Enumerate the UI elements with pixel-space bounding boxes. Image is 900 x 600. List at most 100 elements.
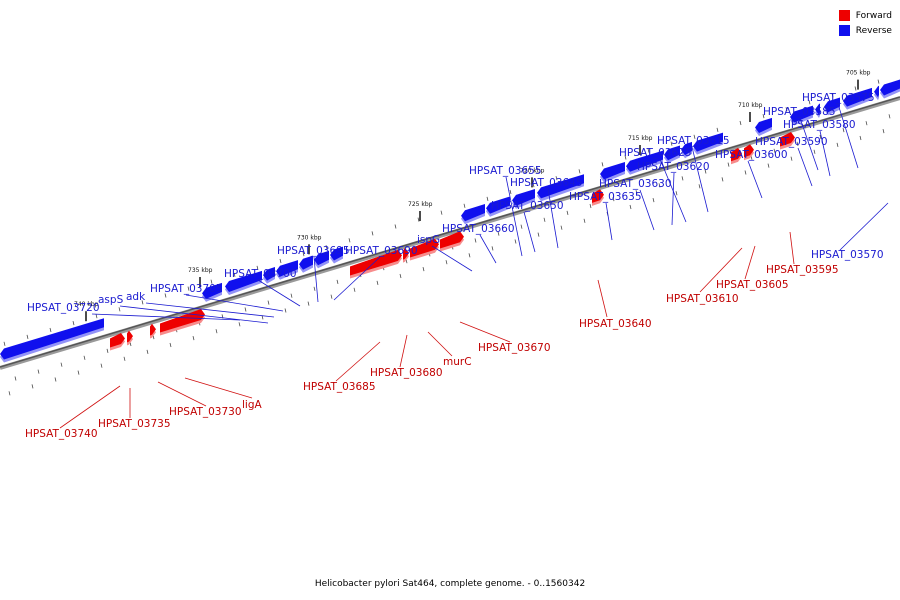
track-dash [739, 120, 742, 126]
gene-label: aspS [98, 294, 124, 306]
forward-gene [127, 330, 133, 343]
reverse-gene [755, 117, 772, 133]
track-dash [118, 307, 121, 312]
track-dash [330, 294, 333, 299]
track-dash [888, 114, 891, 119]
gene-label: HPSAT_03585 [763, 106, 836, 118]
track-dash [790, 156, 793, 161]
gene-leader-line [157, 381, 207, 407]
track-dash [187, 286, 190, 291]
track-dash [376, 280, 379, 285]
reverse-gene [626, 150, 663, 172]
scale-tick-label: 705 kbp [846, 70, 871, 77]
gene-label: HPSAT_03660 [442, 223, 515, 235]
gene-label: HPSAT_03685 [303, 381, 376, 393]
forward-gene [350, 249, 402, 276]
track-dash [192, 336, 195, 341]
track-dash [652, 198, 655, 203]
gene-leader-line [313, 256, 319, 303]
forward-gene [440, 231, 464, 249]
track-dash [629, 204, 632, 210]
track-dash [233, 272, 236, 277]
gene-leader-line [639, 189, 655, 231]
reverse-gene [824, 97, 840, 113]
gene-leader-line [333, 256, 381, 301]
track-dash [440, 210, 443, 215]
gene-label: murC [443, 356, 472, 368]
reverse-gene [299, 255, 313, 270]
gene-leader-line [335, 341, 381, 382]
track-dash [141, 300, 144, 305]
forward-gene [731, 147, 742, 162]
track-dash [601, 162, 604, 167]
track-dash [612, 197, 615, 202]
track-dash [474, 238, 477, 243]
track-dash [353, 287, 356, 292]
gene-label: HPSAT_03635 [569, 191, 642, 203]
gene-label: HPSAT_03625 [619, 147, 692, 159]
gene-label: HPSAT_03680 [370, 367, 443, 379]
genome-caption: Helicobacter pylori Sat464, complete gen… [314, 579, 586, 589]
track-dash [49, 327, 52, 333]
gene-label: HPSAT_03620 [637, 161, 710, 173]
reverse-gene [202, 282, 222, 299]
gene-label: HPSAT_03690 [345, 245, 418, 257]
track-dash [290, 293, 293, 298]
track-dash [509, 189, 512, 195]
track-dash [60, 362, 63, 367]
track-dash [215, 329, 218, 334]
gene-label: ligA [242, 399, 262, 411]
track-dash [399, 273, 402, 279]
track-dash [497, 231, 500, 236]
legend-forward-label: Forward [855, 10, 892, 21]
reverse-gene [330, 246, 343, 261]
track-dash [244, 307, 247, 312]
track-dash [394, 224, 397, 229]
forward-gene [403, 247, 409, 260]
reverse-gene [843, 87, 872, 107]
reverse-gene [486, 196, 510, 214]
reverse-gene [693, 132, 723, 152]
reverse-gene [0, 318, 104, 360]
track-dash [704, 169, 707, 174]
track-dash [721, 177, 724, 182]
backbone-shadow [0, 96, 900, 370]
gene-leader-line [605, 202, 613, 241]
gene-label: HPSAT_03655 [469, 165, 542, 177]
track-dash [279, 258, 282, 264]
track-dash [307, 301, 310, 306]
reverse-gene [276, 260, 298, 277]
track-dash [744, 170, 747, 175]
track-dash [8, 391, 11, 396]
track-dash [77, 370, 80, 375]
gene-leader-line [427, 331, 453, 357]
gene-leader-line [145, 302, 275, 318]
track-dash [773, 148, 776, 153]
forward-swatch [838, 10, 850, 21]
gene-leader-line [837, 103, 859, 169]
track-dash [284, 308, 287, 313]
track-dash [106, 348, 109, 353]
track-dash [624, 155, 627, 160]
gene-leader-line [671, 172, 675, 226]
track-dash [877, 79, 880, 84]
track-dash [3, 341, 6, 346]
track-dash [100, 363, 103, 368]
reverse-gene [874, 85, 879, 98]
track-dash [238, 322, 241, 327]
track-dash [647, 148, 650, 153]
gene-label: HPSAT_03670 [478, 342, 551, 354]
track-dash [95, 314, 98, 319]
gene-label: HPSAT_03570 [811, 249, 884, 261]
gene-leader-line [505, 176, 523, 257]
track-dash [422, 267, 425, 272]
track-dash [54, 377, 57, 382]
track-dash [31, 384, 34, 389]
forward-gene [410, 238, 439, 258]
gene-label: HPSAT_03700 [224, 268, 297, 280]
track-dash [514, 239, 517, 244]
gene-label: HPSAT_03740 [25, 428, 98, 440]
track-dash [698, 184, 701, 189]
scale-tick-label: 715 kbp [628, 135, 653, 142]
